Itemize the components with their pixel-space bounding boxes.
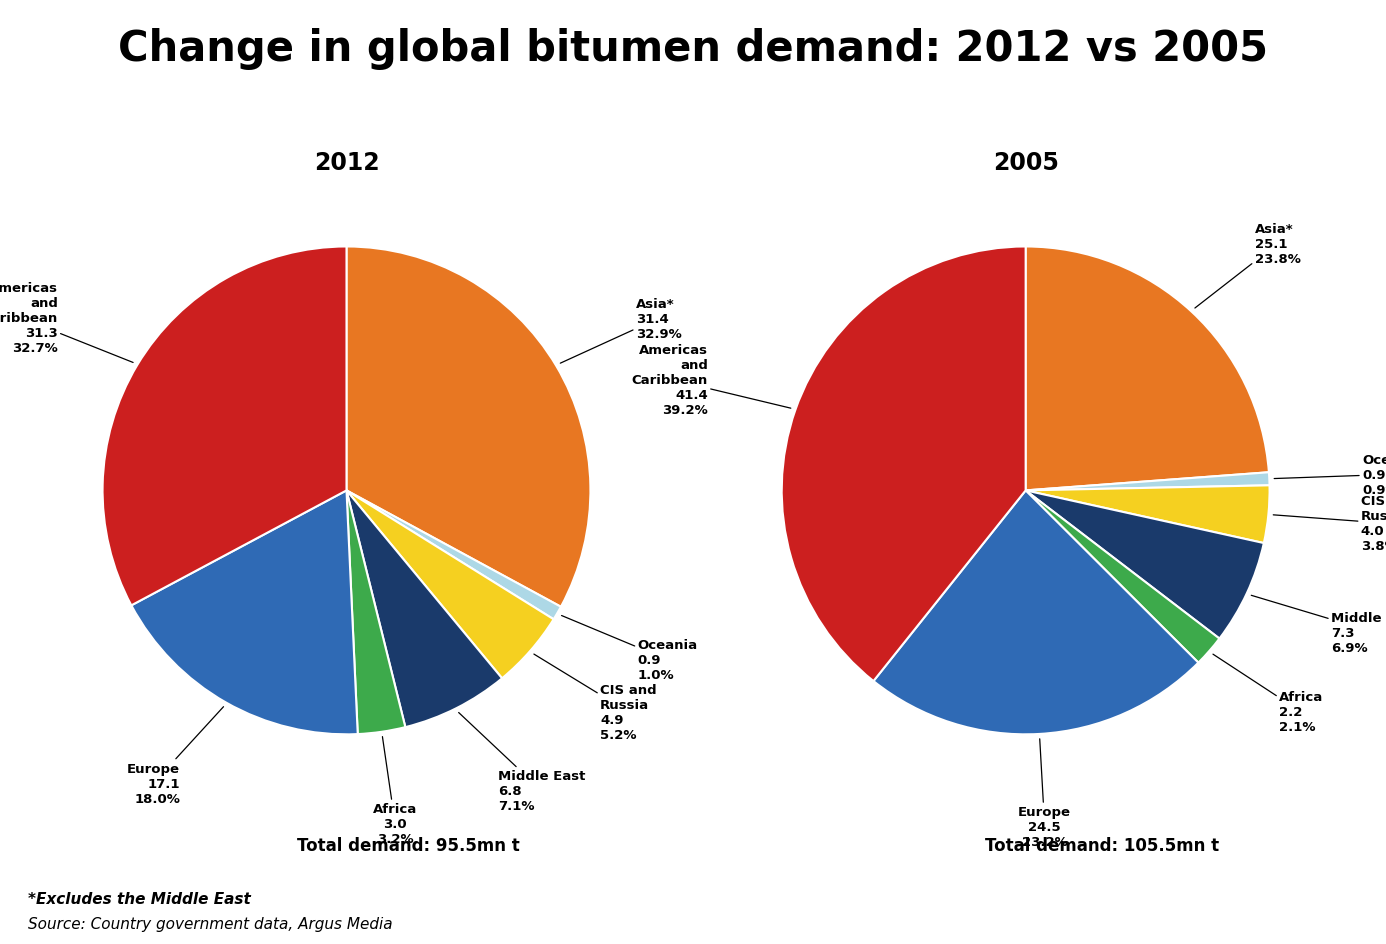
Text: *Excludes the Middle East: *Excludes the Middle East (28, 891, 251, 906)
Text: CIS and
Russia
4.9
5.2%: CIS and Russia 4.9 5.2% (534, 654, 657, 741)
Text: Americas
and
Caribbean
41.4
39.2%: Americas and Caribbean 41.4 39.2% (632, 344, 791, 416)
Text: Americas
and
Caribbean
31.3
32.7%: Americas and Caribbean 31.3 32.7% (0, 281, 133, 363)
Text: Africa
3.0
3.2%: Africa 3.0 3.2% (373, 737, 417, 845)
Title: 2012: 2012 (313, 151, 380, 175)
Wedge shape (1026, 247, 1270, 491)
Wedge shape (1026, 473, 1270, 491)
Title: 2005: 2005 (992, 151, 1059, 175)
Text: Total demand: 95.5mn t: Total demand: 95.5mn t (298, 835, 520, 854)
Wedge shape (346, 247, 590, 607)
Wedge shape (873, 491, 1199, 734)
Text: Europe
24.5
23.2%: Europe 24.5 23.2% (1019, 739, 1071, 848)
Wedge shape (346, 491, 553, 679)
Wedge shape (103, 247, 346, 606)
Text: Africa
2.2
2.1%: Africa 2.2 2.1% (1213, 654, 1324, 733)
Text: CIS and
Russia
4.0
3.8%: CIS and Russia 4.0 3.8% (1274, 495, 1386, 553)
Text: Oceania
0.9
0.9%: Oceania 0.9 0.9% (1274, 453, 1386, 497)
Text: Middle East
7.3
6.9%: Middle East 7.3 6.9% (1252, 596, 1386, 654)
Wedge shape (1026, 486, 1270, 544)
Wedge shape (346, 491, 561, 619)
Wedge shape (1026, 491, 1220, 663)
Wedge shape (346, 491, 405, 734)
Wedge shape (346, 491, 502, 728)
Text: Total demand: 105.5mn t: Total demand: 105.5mn t (985, 835, 1218, 854)
Text: Change in global bitumen demand: 2012 vs 2005: Change in global bitumen demand: 2012 vs… (118, 28, 1268, 70)
Text: Asia*
31.4
32.9%: Asia* 31.4 32.9% (560, 297, 682, 363)
Wedge shape (132, 491, 358, 734)
Text: Europe
17.1
18.0%: Europe 17.1 18.0% (128, 707, 223, 804)
Text: Asia*
25.1
23.8%: Asia* 25.1 23.8% (1195, 223, 1300, 309)
Wedge shape (1026, 491, 1264, 639)
Wedge shape (782, 247, 1026, 682)
Text: Source: Country government data, Argus Media: Source: Country government data, Argus M… (28, 916, 392, 931)
Text: Oceania
0.9
1.0%: Oceania 0.9 1.0% (561, 615, 697, 682)
Text: Middle East
6.8
7.1%: Middle East 6.8 7.1% (459, 713, 586, 813)
